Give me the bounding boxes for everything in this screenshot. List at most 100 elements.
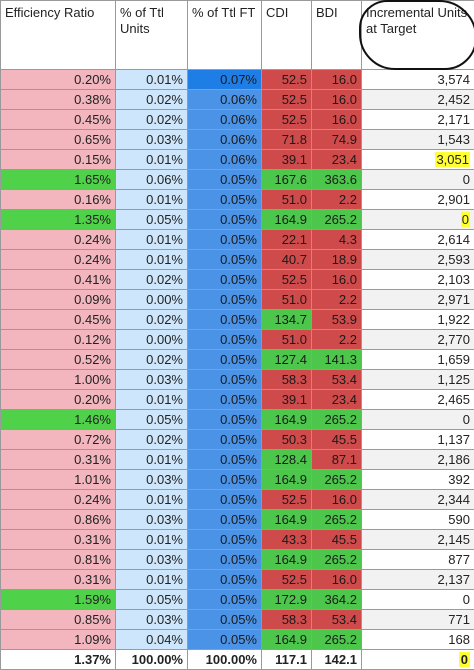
pct-units-cell[interactable]: 0.01% xyxy=(116,530,188,550)
pct-units-cell[interactable]: 0.05% xyxy=(116,410,188,430)
incremental-units-cell[interactable]: 2,171 xyxy=(362,110,474,130)
efficiency-ratio-cell[interactable]: 0.12% xyxy=(1,330,116,350)
header-efficiency-ratio[interactable]: Efficiency Ratio xyxy=(1,1,116,70)
efficiency-ratio-cell[interactable]: 0.24% xyxy=(1,250,116,270)
cdi-cell[interactable]: 71.8 xyxy=(262,130,312,150)
pct-units-cell[interactable]: 0.02% xyxy=(116,270,188,290)
pct-ft-cell[interactable]: 0.05% xyxy=(188,290,262,310)
cdi-cell[interactable]: 164.9 xyxy=(262,210,312,230)
pct-units-cell[interactable]: 0.01% xyxy=(116,390,188,410)
pct-ft-cell[interactable]: 0.06% xyxy=(188,150,262,170)
pct-ft-cell[interactable]: 0.05% xyxy=(188,550,262,570)
efficiency-ratio-cell[interactable]: 1.65% xyxy=(1,170,116,190)
cdi-cell[interactable]: 22.1 xyxy=(262,230,312,250)
pct-ft-cell[interactable]: 0.05% xyxy=(188,430,262,450)
pct-ft-cell[interactable]: 0.05% xyxy=(188,190,262,210)
pct-units-cell[interactable]: 0.02% xyxy=(116,350,188,370)
efficiency-ratio-cell[interactable]: 1.59% xyxy=(1,590,116,610)
efficiency-ratio-cell[interactable]: 0.86% xyxy=(1,510,116,530)
efficiency-ratio-cell[interactable]: 1.01% xyxy=(1,470,116,490)
incremental-units-cell[interactable]: 771 xyxy=(362,610,474,630)
pct-units-cell[interactable]: 0.01% xyxy=(116,570,188,590)
efficiency-ratio-cell[interactable]: 1.35% xyxy=(1,210,116,230)
incremental-units-cell[interactable]: 1,922 xyxy=(362,310,474,330)
pct-ft-cell[interactable]: 0.05% xyxy=(188,390,262,410)
incremental-units-cell[interactable]: 392 xyxy=(362,470,474,490)
efficiency-ratio-cell[interactable]: 0.31% xyxy=(1,530,116,550)
bdi-cell[interactable]: 265.2 xyxy=(312,510,362,530)
bdi-cell[interactable]: 53.4 xyxy=(312,610,362,630)
total-incremental-units[interactable]: 0 xyxy=(362,650,474,670)
incremental-units-cell[interactable]: 2,593 xyxy=(362,250,474,270)
pct-units-cell[interactable]: 0.02% xyxy=(116,90,188,110)
pct-ft-cell[interactable]: 0.05% xyxy=(188,350,262,370)
cdi-cell[interactable]: 51.0 xyxy=(262,290,312,310)
cdi-cell[interactable]: 127.4 xyxy=(262,350,312,370)
efficiency-ratio-cell[interactable]: 1.00% xyxy=(1,370,116,390)
header-bdi[interactable]: BDI xyxy=(312,1,362,70)
cdi-cell[interactable]: 58.3 xyxy=(262,610,312,630)
bdi-cell[interactable]: 265.2 xyxy=(312,410,362,430)
incremental-units-cell[interactable]: 0 xyxy=(362,590,474,610)
cdi-cell[interactable]: 52.5 xyxy=(262,490,312,510)
cdi-cell[interactable]: 128.4 xyxy=(262,450,312,470)
bdi-cell[interactable]: 265.2 xyxy=(312,550,362,570)
pct-ft-cell[interactable]: 0.05% xyxy=(188,210,262,230)
incremental-units-cell[interactable]: 0 xyxy=(362,210,474,230)
bdi-cell[interactable]: 16.0 xyxy=(312,70,362,90)
pct-ft-cell[interactable]: 0.07% xyxy=(188,70,262,90)
bdi-cell[interactable]: 16.0 xyxy=(312,270,362,290)
incremental-units-cell[interactable]: 1,659 xyxy=(362,350,474,370)
cdi-cell[interactable]: 164.9 xyxy=(262,510,312,530)
bdi-cell[interactable]: 23.4 xyxy=(312,390,362,410)
pct-units-cell[interactable]: 0.03% xyxy=(116,470,188,490)
pct-units-cell[interactable]: 0.01% xyxy=(116,490,188,510)
pct-units-cell[interactable]: 0.01% xyxy=(116,450,188,470)
pct-ft-cell[interactable]: 0.05% xyxy=(188,630,262,650)
efficiency-ratio-cell[interactable]: 1.46% xyxy=(1,410,116,430)
pct-units-cell[interactable]: 0.01% xyxy=(116,70,188,90)
header-incremental-units[interactable]: Incremental Units at Target xyxy=(362,1,474,70)
pct-ft-cell[interactable]: 0.05% xyxy=(188,450,262,470)
bdi-cell[interactable]: 363.6 xyxy=(312,170,362,190)
bdi-cell[interactable]: 364.2 xyxy=(312,590,362,610)
incremental-units-cell[interactable]: 877 xyxy=(362,550,474,570)
cdi-cell[interactable]: 172.9 xyxy=(262,590,312,610)
incremental-units-cell[interactable]: 2,901 xyxy=(362,190,474,210)
pct-units-cell[interactable]: 0.01% xyxy=(116,230,188,250)
bdi-cell[interactable]: 141.3 xyxy=(312,350,362,370)
pct-units-cell[interactable]: 0.02% xyxy=(116,310,188,330)
bdi-cell[interactable]: 265.2 xyxy=(312,470,362,490)
cdi-cell[interactable]: 52.5 xyxy=(262,70,312,90)
pct-units-cell[interactable]: 0.01% xyxy=(116,150,188,170)
cdi-cell[interactable]: 164.9 xyxy=(262,470,312,490)
bdi-cell[interactable]: 265.2 xyxy=(312,210,362,230)
efficiency-ratio-cell[interactable]: 0.15% xyxy=(1,150,116,170)
header-cdi[interactable]: CDI xyxy=(262,1,312,70)
pct-units-cell[interactable]: 0.03% xyxy=(116,550,188,570)
cdi-cell[interactable]: 39.1 xyxy=(262,150,312,170)
cdi-cell[interactable]: 164.9 xyxy=(262,410,312,430)
pct-ft-cell[interactable]: 0.05% xyxy=(188,270,262,290)
incremental-units-cell[interactable]: 2,465 xyxy=(362,390,474,410)
bdi-cell[interactable]: 53.4 xyxy=(312,370,362,390)
bdi-cell[interactable]: 87.1 xyxy=(312,450,362,470)
pct-units-cell[interactable]: 0.03% xyxy=(116,130,188,150)
pct-ft-cell[interactable]: 0.05% xyxy=(188,170,262,190)
pct-units-cell[interactable]: 0.06% xyxy=(116,170,188,190)
efficiency-ratio-cell[interactable]: 0.31% xyxy=(1,450,116,470)
incremental-units-cell[interactable]: 2,145 xyxy=(362,530,474,550)
incremental-units-cell[interactable]: 2,103 xyxy=(362,270,474,290)
pct-units-cell[interactable]: 0.05% xyxy=(116,590,188,610)
cdi-cell[interactable]: 50.3 xyxy=(262,430,312,450)
efficiency-ratio-cell[interactable]: 0.85% xyxy=(1,610,116,630)
cdi-cell[interactable]: 40.7 xyxy=(262,250,312,270)
incremental-units-cell[interactable]: 0 xyxy=(362,170,474,190)
bdi-cell[interactable]: 16.0 xyxy=(312,110,362,130)
incremental-units-cell[interactable]: 1,543 xyxy=(362,130,474,150)
bdi-cell[interactable]: 16.0 xyxy=(312,490,362,510)
pct-units-cell[interactable]: 0.05% xyxy=(116,210,188,230)
efficiency-ratio-cell[interactable]: 0.65% xyxy=(1,130,116,150)
incremental-units-cell[interactable]: 1,125 xyxy=(362,370,474,390)
efficiency-ratio-cell[interactable]: 0.31% xyxy=(1,570,116,590)
